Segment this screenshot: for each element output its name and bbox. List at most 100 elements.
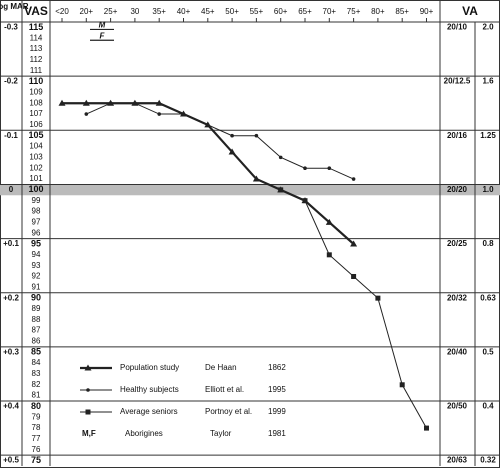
point [278,155,283,160]
y-tick-label: 90 [31,293,41,303]
legend-author: Taylor [210,429,232,438]
x-tick-label: 60+ [274,7,288,16]
point [84,112,89,116]
y-tick-label: 97 [32,217,41,226]
y-tick-label: 103 [29,152,43,161]
y-tick-label: 112 [30,55,43,64]
decimal-label: 1.25 [480,131,496,140]
point [302,198,308,204]
decimal-label: 0.4 [482,402,494,411]
x-tick-label: 20+ [80,7,94,16]
y-tick-label: 86 [32,337,41,346]
vas-header: VAS [24,4,48,18]
point [375,295,381,301]
x-tick-label: 90+ [420,7,434,16]
y-tick-label: 108 [29,98,43,107]
y-tick-label: 95 [31,238,41,248]
y-tick-label: 100 [28,184,43,194]
snellen-label: 20/16 [447,131,468,140]
decimal-label: 0.32 [480,456,496,465]
snellen-label: 20/63 [447,456,468,465]
aborigine-label: F [100,31,106,40]
point [351,177,356,181]
point [86,388,90,392]
legend-author: Portnoy et al. [205,407,252,416]
point [206,123,210,127]
y-tick-label: 81 [32,391,41,400]
decimal-label: 0.5 [482,347,494,356]
y-tick-label: 101 [29,174,43,183]
y-tick-label: 78 [32,423,41,432]
y-tick-label: 105 [28,130,43,140]
logmar-header: Log MAR [0,2,29,11]
decimal-label: 0.63 [480,293,496,302]
logmar-label: +0.3 [3,347,19,356]
y-tick-label: 83 [32,369,41,378]
y-tick-label: 93 [32,261,41,270]
legend-name: Average seniors [120,407,178,416]
series-line [86,102,354,180]
y-tick-label: 82 [32,380,41,389]
va-header: VA [462,4,478,18]
point [157,112,161,116]
logmar-label: +0.4 [3,402,19,411]
logmar-label: 0 [9,185,14,194]
highlight-band [0,184,500,196]
y-tick-label: 110 [29,76,44,86]
series-line [280,189,427,429]
y-tick-label: 84 [32,358,41,367]
snellen-label: 20/10 [447,23,468,32]
y-tick-label: 107 [29,109,43,118]
y-tick-label: 99 [32,196,41,205]
legend-year: 1999 [268,407,286,416]
y-tick-label: 106 [29,120,43,129]
legend-marker: M,F [82,429,96,438]
point [303,166,307,170]
y-tick-label: 104 [29,142,43,151]
legend-year: 1995 [268,385,286,394]
y-tick-label: 76 [32,445,41,454]
x-tick-label: 35+ [152,7,166,16]
y-tick-label: 80 [31,401,41,411]
x-tick-label: 80+ [371,7,385,16]
point [228,148,236,155]
y-tick-label: 85 [31,347,41,357]
legend-name: Aborigines [125,429,163,438]
x-tick-label: 55+ [250,7,264,16]
x-tick-label: 85+ [395,7,409,16]
y-tick-label: 89 [32,304,41,313]
x-tick-label: 25+ [104,7,118,16]
y-tick-label: 87 [32,326,41,335]
snellen-label: 20/20 [447,185,468,194]
snellen-label: 20/40 [447,347,468,356]
x-tick-label: 40+ [177,7,191,16]
x-tick-label: 30 [130,7,139,16]
decimal-label: 1.0 [482,185,494,194]
snellen-label: 20/50 [447,402,468,411]
y-tick-label: 114 [30,33,43,42]
y-tick-label: 79 [32,412,41,421]
aborigine-label: M [99,21,106,30]
point [84,364,92,371]
x-tick-label: 75+ [347,7,361,16]
point [85,409,91,415]
legend-name: Population study [120,363,179,372]
decimal-label: 1.6 [482,77,494,86]
point [350,240,358,247]
point [155,99,163,106]
point [326,252,332,258]
point [58,99,66,106]
legend-author: Elliott et al. [205,385,244,394]
y-tick-label: 111 [30,66,43,75]
logmar-label: +0.2 [3,293,19,302]
point [82,99,90,106]
legend-year: 1981 [268,429,286,438]
y-tick-label: 91 [32,282,41,291]
y-tick-label: 92 [32,272,41,281]
y-tick-label: 75 [31,455,41,465]
x-tick-label: 50+ [225,7,239,16]
y-tick-label: 109 [29,87,43,96]
x-tick-label: 70+ [323,7,337,16]
legend-author: De Haan [205,363,237,372]
